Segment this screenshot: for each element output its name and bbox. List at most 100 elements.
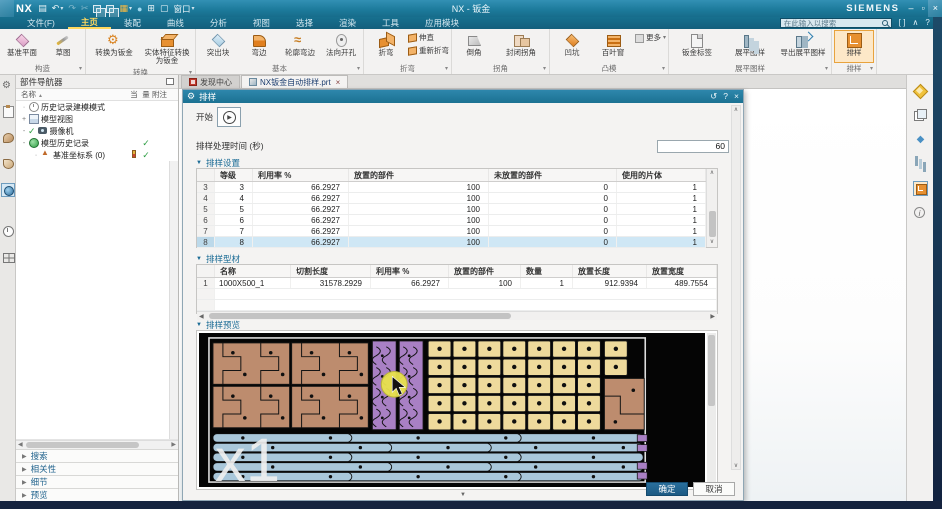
- ribbon-button-展平图样[interactable]: 展平图样: [724, 30, 776, 63]
- redo-icon[interactable]: ↷: [68, 3, 76, 13]
- clipboard-icon[interactable]: [2, 105, 14, 118]
- menu-item-3[interactable]: 曲线: [166, 18, 184, 28]
- nesting-icon[interactable]: [913, 181, 928, 196]
- assembly-star-icon[interactable]: [914, 85, 927, 98]
- part-shell-icon[interactable]: [2, 157, 14, 169]
- dialog-close-button[interactable]: ×: [734, 91, 739, 102]
- ribbon-button-转换为钣金[interactable]: 转换为钣金: [88, 30, 140, 63]
- copy-icon[interactable]: [93, 4, 107, 18]
- ok-button[interactable]: 确定: [646, 482, 688, 496]
- tree-row-2[interactable]: - ✓ 摄像机: [22, 125, 74, 136]
- tree-row-4[interactable]: ·基准坐标系 (0)✓: [16, 148, 178, 161]
- undo-icon[interactable]: ↶ ▾: [51, 3, 64, 13]
- ribbon-group-label-拐角[interactable]: 拐角 ▾: [493, 64, 546, 73]
- settings-section-header[interactable]: ▼ 排样设置: [196, 158, 240, 168]
- ribbon-button-重新折弯[interactable]: 重新折弯: [407, 45, 449, 56]
- navigator-section-预览[interactable]: ▶ 预览: [16, 488, 178, 501]
- ribbon-button-法向开孔[interactable]: 法向开孔: [321, 30, 361, 63]
- ribbon-button-排样[interactable]: 排样: [834, 30, 875, 63]
- menu-item-4[interactable]: 分析: [209, 18, 227, 28]
- paste-icon[interactable]: [106, 4, 120, 18]
- ribbon-button-百叶窗[interactable]: 百叶窗: [593, 30, 633, 63]
- table-row-1[interactable]: 1 1000X500_1 31578.2929 66.2927 100 1 912.9394…: [197, 278, 717, 289]
- table-row-4[interactable]: 4 4 66.2927 100 0 1: [197, 193, 706, 204]
- window-menu[interactable]: 窗口 ▾: [173, 3, 195, 14]
- profiles-table-scrollbar[interactable]: ◀ ▶: [197, 311, 717, 320]
- menu-item-8[interactable]: 工具: [381, 18, 399, 28]
- ribbon-group-label-折弯[interactable]: 折弯 ▾: [400, 64, 448, 73]
- ribbon-button-伸直[interactable]: 伸直: [407, 32, 449, 43]
- window-orange-icon[interactable]: ▦ ▾: [119, 3, 132, 13]
- cancel-button[interactable]: 取消: [693, 482, 735, 496]
- close-button[interactable]: ×: [932, 3, 938, 13]
- menu-item-1[interactable]: 主页: [67, 17, 111, 29]
- menu-item-0[interactable]: 文件(F): [27, 18, 55, 28]
- layout-icon[interactable]: ▢: [159, 3, 169, 13]
- ribbon-button-导出展平图样[interactable]: 导出展平图样: [777, 30, 829, 63]
- info-icon[interactable]: i: [914, 207, 925, 218]
- ribbon-group-label-构造[interactable]: 构造 ▾: [35, 64, 82, 73]
- preview-section-header[interactable]: ▼ 排样预览: [196, 320, 240, 330]
- ribbon-button-更多[interactable]: 更多 ▾: [634, 32, 666, 43]
- ribbon-button-钣金标签[interactable]: 钣金标签: [671, 30, 723, 63]
- time-input[interactable]: 60: [657, 139, 729, 153]
- menu-item-2[interactable]: 装配: [123, 18, 141, 28]
- ribbon-button-折弯[interactable]: 折弯: [366, 30, 406, 63]
- restore-button[interactable]: ▫: [921, 3, 925, 13]
- table-row-8[interactable]: 8 8 66.2927 100 0 1: [197, 237, 706, 248]
- tab-close-icon[interactable]: ×: [335, 77, 341, 87]
- table-row-5[interactable]: 5 5 66.2927 100 0 1: [197, 204, 706, 215]
- cut-icon[interactable]: ✂: [80, 3, 89, 13]
- search-input[interactable]: 在此输入以搜索: [779, 18, 892, 28]
- document-tab-1[interactable]: NX钣金自动排样.prt ×: [241, 75, 349, 88]
- menu-item-7[interactable]: 渲染: [338, 18, 356, 28]
- start-nesting-button[interactable]: ▶: [217, 107, 242, 127]
- history-clock-icon[interactable]: [2, 225, 14, 237]
- table-row-7[interactable]: 7 7 66.2927 100 0 1: [197, 226, 706, 237]
- table-row-6[interactable]: 6 6 66.2927 100 0 1: [197, 215, 706, 226]
- dialog-title-bar[interactable]: ⚙ 排样 ↺? ×: [183, 90, 743, 103]
- datum-diamond-icon[interactable]: ◆: [916, 134, 925, 145]
- save-icon[interactable]: ▤: [38, 3, 47, 13]
- web-browser-icon[interactable]: [1, 183, 15, 197]
- ribbon-button-凹坑[interactable]: 凹坑: [552, 30, 592, 63]
- help-icon[interactable]: ?: [925, 18, 930, 27]
- search-icon[interactable]: [881, 20, 888, 26]
- table-row-3[interactable]: 3 3 66.2927 100 0 1: [197, 182, 706, 193]
- ribbon-group-label-展平图样[interactable]: 展平图样 ▾: [735, 64, 829, 73]
- dialog-reset-button[interactable]: ↺: [710, 91, 718, 102]
- dialog-collapse-arrow[interactable]: ▼: [460, 492, 466, 498]
- ribbon-group-label-基本[interactable]: 基本 ▾: [272, 64, 360, 73]
- ribbon-button-封闭拐角[interactable]: 封闭拐角: [495, 30, 547, 63]
- windows-copy-icon[interactable]: [914, 109, 927, 122]
- navigator-vertical-scrollbar[interactable]: [169, 161, 178, 439]
- navigator-horizontal-scrollbar[interactable]: ◀ ▶: [16, 440, 178, 449]
- gear-icon[interactable]: [2, 80, 14, 93]
- menu-item-5[interactable]: 视图: [252, 18, 270, 28]
- navigator-column-headers[interactable]: 名称 ▲ 当量附注: [16, 89, 178, 101]
- menu-item-6[interactable]: 选择: [295, 18, 313, 28]
- document-tab-0[interactable]: 发现中心: [181, 75, 240, 88]
- ribbon-group-label-排样[interactable]: 排样 ▾: [846, 64, 874, 73]
- tree-row-1[interactable]: + 模型视图: [21, 114, 73, 124]
- tree-row-3[interactable]: - 模型历史记录 ✓: [22, 137, 150, 148]
- ribbon-button-弯边[interactable]: 弯边: [239, 30, 279, 63]
- ribbon-button-实体特征转换为钣金[interactable]: 实体特征转换为钣金: [141, 30, 193, 67]
- ribbon-group-label-凸模[interactable]: 凸模 ▾: [601, 64, 666, 73]
- panel-dock-icon[interactable]: [166, 78, 174, 85]
- dialog-help-button[interactable]: ?: [723, 91, 729, 102]
- navigator-section-相关性[interactable]: ▶ 相关性: [16, 462, 178, 475]
- ribbon-button-倒角[interactable]: 倒角: [454, 30, 494, 63]
- menu-item-9[interactable]: 应用模块: [424, 18, 459, 28]
- roles-icon[interactable]: [2, 131, 14, 143]
- nesting-preview-canvas[interactable]: x1: [199, 333, 705, 487]
- ribbon-button-突出块[interactable]: 突出块: [198, 30, 238, 63]
- minimize-button[interactable]: –: [908, 3, 914, 13]
- command-finder-icon[interactable]: [ ]: [898, 18, 906, 27]
- ribbon-group-label-转换[interactable]: 转换 ▾: [133, 67, 192, 77]
- ribbon-button-草图[interactable]: 草图: [43, 30, 83, 63]
- tree-row-0[interactable]: · 历史记录建模模式: [22, 102, 105, 112]
- settings-table-scrollbar[interactable]: ∧ ∨: [706, 169, 717, 247]
- preview-scrollbar[interactable]: [707, 333, 716, 487]
- minimize-ribbon-icon[interactable]: ∧: [912, 18, 919, 27]
